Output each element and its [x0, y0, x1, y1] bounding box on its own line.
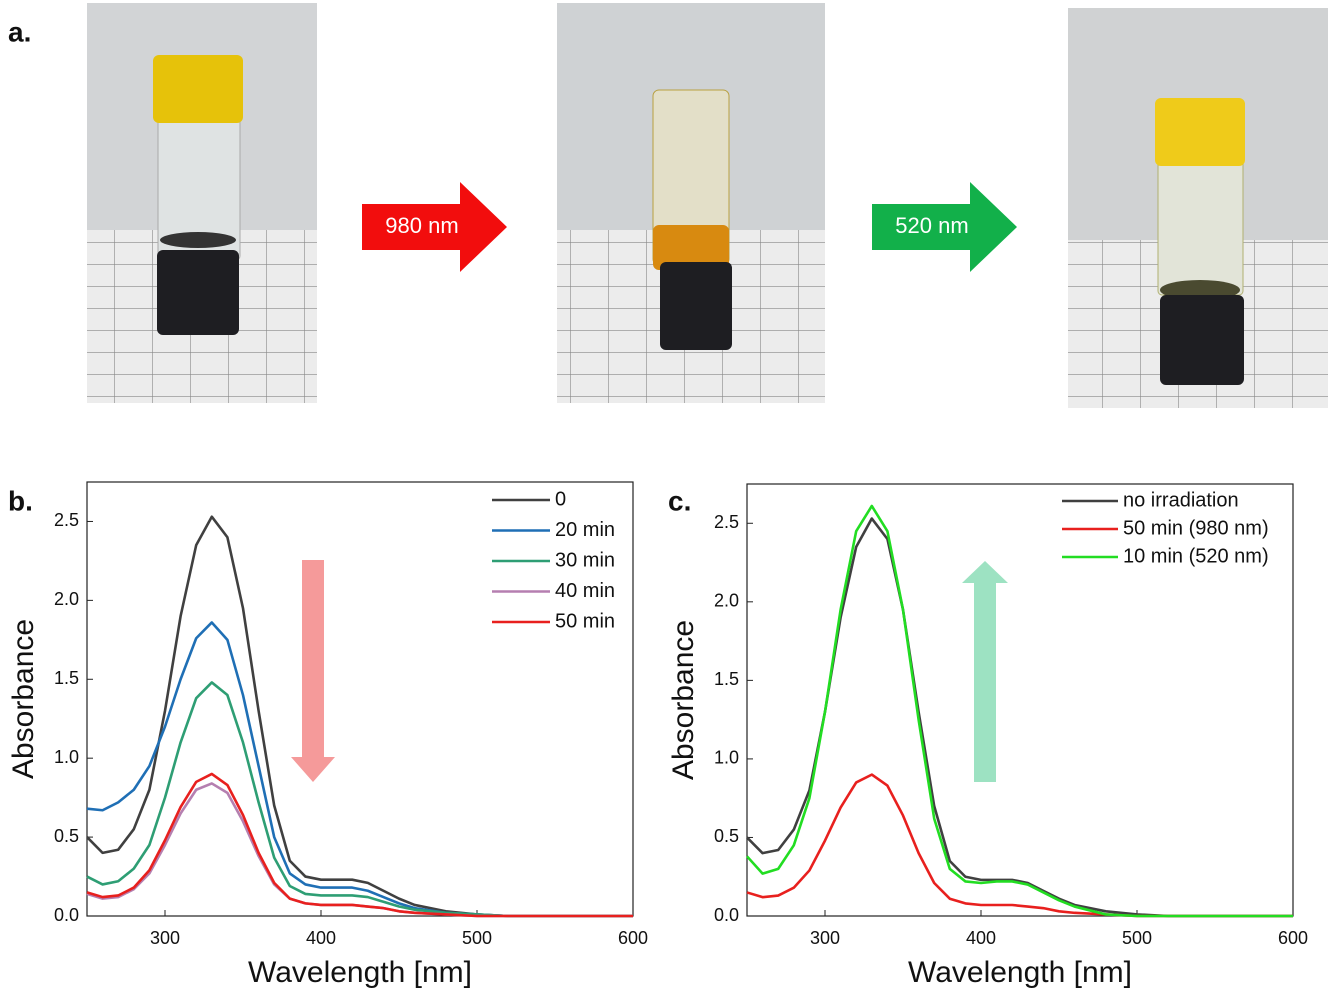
y-tick-label: 1.5 [714, 669, 739, 689]
arrow-label: 980 nm [385, 213, 458, 238]
data-line [86, 681, 633, 918]
panel-label: a. [8, 16, 31, 47]
y-tick-label: 0.0 [714, 905, 739, 925]
arrow [362, 182, 507, 272]
panel-label: b. [8, 485, 33, 516]
x-tick-label: 600 [618, 928, 648, 948]
x-tick-label: 300 [150, 928, 180, 948]
data-line [746, 773, 1293, 918]
x-tick-label: 500 [462, 928, 492, 948]
x-tick-label: 300 [810, 928, 840, 948]
y-tick-label: 0.5 [714, 826, 739, 846]
photo [1068, 8, 1328, 408]
arrow [872, 182, 1017, 272]
photo [557, 3, 825, 403]
y-tick-label: 2.0 [54, 589, 79, 609]
data-line [746, 517, 1293, 918]
photo [87, 3, 317, 403]
y-tick-label: 1.0 [54, 747, 79, 767]
y-tick-label: 0.5 [54, 826, 79, 846]
data-line [86, 772, 633, 918]
panel-label: c. [668, 485, 691, 516]
y-tick-label: 2.5 [54, 510, 79, 530]
legend-label: 50 min (980 nm) [1123, 517, 1269, 539]
x-tick-label: 600 [1278, 928, 1308, 948]
legend-label: 30 min [555, 549, 615, 571]
y-axis-label: Absorbance [667, 620, 700, 780]
trend-arrow [962, 561, 1008, 782]
data-line [746, 504, 1293, 918]
legend-label: 40 min [555, 580, 615, 602]
plot-frame [746, 483, 1294, 917]
y-tick-label: 1.5 [54, 668, 79, 688]
arrow-label: 520 nm [895, 213, 968, 238]
legend-label: 20 min [555, 519, 615, 541]
plot-frame [86, 481, 634, 917]
y-tick-label: 2.0 [714, 591, 739, 611]
x-axis-label: Wavelength [nm] [248, 956, 472, 989]
x-tick-label: 500 [1122, 928, 1152, 948]
legend-label: 0 [555, 488, 566, 510]
trend-arrow [291, 560, 335, 782]
x-axis-label: Wavelength [nm] [908, 956, 1132, 989]
x-tick-label: 400 [306, 928, 336, 948]
legend-label: no irradiation [1123, 489, 1239, 511]
y-axis-label: Absorbance [7, 619, 40, 779]
data-line [86, 621, 633, 918]
y-tick-label: 2.5 [714, 512, 739, 532]
x-tick-label: 400 [966, 928, 996, 948]
y-tick-label: 1.0 [714, 748, 739, 768]
data-line [86, 515, 633, 918]
y-tick-label: 0.0 [54, 905, 79, 925]
legend-label: 10 min (520 nm) [1123, 545, 1269, 567]
legend-label: 50 min [555, 610, 615, 632]
